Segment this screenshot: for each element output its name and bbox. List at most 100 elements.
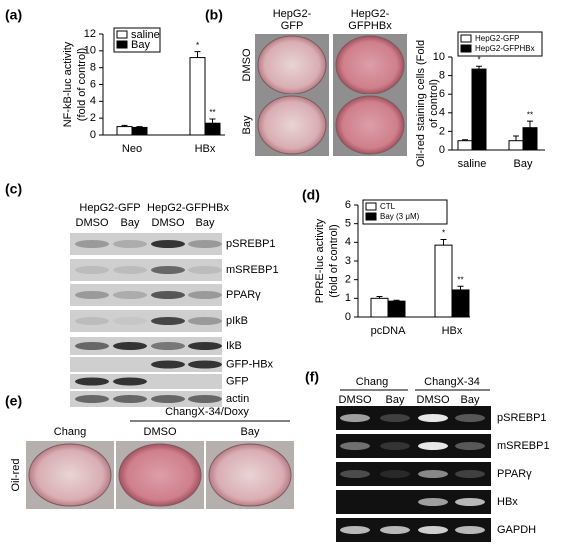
- legend-swatch: [365, 202, 377, 211]
- x-tick-label: HBx: [442, 325, 463, 337]
- blot-strip: [70, 233, 222, 255]
- y-tick-label: 3: [345, 255, 351, 267]
- gel-band: [455, 498, 485, 506]
- lane-label: Bay: [196, 217, 215, 229]
- error-bar: [440, 239, 447, 246]
- blot-strip: [70, 284, 222, 306]
- blot-strip: [70, 259, 222, 281]
- legend-label: HepG2-GFP: [475, 34, 519, 43]
- blot-band: [188, 240, 222, 248]
- error-bar: [457, 285, 464, 290]
- blot-band: [113, 240, 147, 248]
- blot-band: [151, 266, 185, 274]
- annotation: *: [477, 55, 480, 64]
- row-label: Bay: [241, 115, 253, 134]
- y-tick-label: 0: [90, 129, 96, 141]
- blot-band: [75, 377, 109, 386]
- lane-label: Bay: [386, 394, 405, 406]
- blot-band: [188, 395, 222, 403]
- y-tick-label: 0: [345, 311, 351, 323]
- gel-band: [418, 526, 448, 534]
- column-label: Chang: [54, 426, 86, 438]
- row-label: GFP-HBx: [226, 358, 274, 370]
- y-tick-label: 6: [345, 199, 351, 211]
- error-bar: [462, 139, 468, 141]
- blot-band: [151, 291, 185, 299]
- culture-plate: [118, 443, 202, 507]
- y-tick-label: 6: [439, 88, 445, 100]
- culture-plate: [208, 443, 292, 507]
- error-bar: [527, 120, 533, 128]
- bar: [471, 68, 487, 151]
- blot-band: [151, 395, 185, 403]
- blot-band: [113, 317, 147, 325]
- bar: [204, 122, 221, 136]
- blot-band: [188, 266, 222, 274]
- legend-label: HepG2-GFPHBx: [475, 44, 535, 53]
- gel-band: [340, 470, 370, 478]
- legend-box: [457, 31, 543, 57]
- y-tick-label: 4: [439, 107, 445, 119]
- culture-plate: [257, 95, 327, 155]
- blot-band: [75, 342, 109, 350]
- blot-band: [75, 266, 109, 274]
- gel-band: [418, 498, 448, 506]
- blot-band: [151, 240, 185, 248]
- legend-label: Bay: [131, 39, 150, 51]
- legend-swatch: [460, 44, 472, 53]
- annotation: *: [196, 41, 199, 50]
- legend-swatch: [460, 34, 472, 43]
- column-label: HepG2-: [273, 8, 312, 20]
- blot-band: [113, 291, 147, 299]
- gel-band: [340, 526, 370, 534]
- legend-swatch: [116, 40, 128, 49]
- gel-band: [380, 442, 410, 450]
- legend-box: [362, 199, 448, 225]
- bar: [434, 244, 453, 318]
- panel-label: (d): [302, 187, 320, 203]
- group-label: ChangX-34: [424, 376, 480, 388]
- gel-band: [380, 470, 410, 478]
- row-label: IkB: [226, 340, 242, 352]
- x-tick-label: Neo: [122, 143, 142, 155]
- bar: [387, 300, 406, 318]
- x-tick-label: saline: [458, 158, 487, 170]
- bar: [508, 140, 524, 151]
- blot-band: [113, 342, 147, 350]
- blot-band: [188, 317, 222, 325]
- lane-label: Bay: [121, 217, 140, 229]
- gel-band: [418, 442, 448, 450]
- blot-strip: [70, 357, 222, 372]
- error-bar: [136, 126, 143, 128]
- panel-label: (f): [305, 369, 319, 385]
- blot-band: [188, 291, 222, 299]
- column-label: GFP: [281, 20, 304, 32]
- row-label: GAPDH: [497, 524, 536, 536]
- row-label: Oil-red: [10, 458, 22, 491]
- y-tick-label: 10: [433, 51, 445, 63]
- blot-band: [113, 377, 147, 386]
- gel-band: [455, 414, 485, 422]
- y-axis-label: (fold of control): [328, 224, 340, 297]
- bar: [457, 140, 473, 151]
- x-tick-label: HBx: [195, 143, 216, 155]
- column-label: DMSO: [144, 426, 177, 438]
- group-label: HepG2-GFP: [79, 202, 140, 214]
- panel-label: (e): [5, 393, 22, 409]
- y-tick-label: 2: [439, 125, 445, 137]
- y-tick-label: 10: [84, 45, 96, 57]
- y-tick-label: 12: [84, 28, 96, 40]
- row-label: mSREBP1: [497, 440, 550, 452]
- row-label: pSREBP1: [226, 238, 276, 250]
- gel-strip: [336, 462, 491, 486]
- row-label: GFP: [226, 375, 249, 387]
- y-axis-label: of control): [428, 79, 440, 128]
- annotation: **: [209, 108, 215, 117]
- blot-band: [75, 395, 109, 403]
- blot-band: [151, 317, 185, 325]
- blot-band: [75, 317, 109, 325]
- row-label: PPARγ: [497, 468, 532, 480]
- annotation: *: [442, 229, 445, 238]
- y-axis-label: (fold of control): [76, 48, 88, 121]
